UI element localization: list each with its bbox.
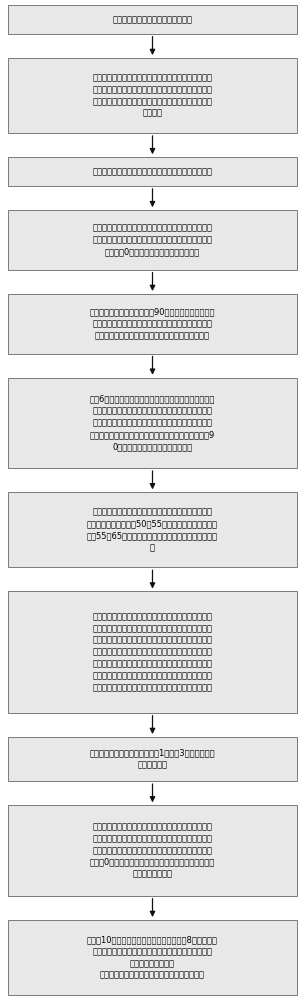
Text: 确定图像的宽的中垂线，并将上述中垂线上每行像素点
作为起始点，同时向左和向右遍历，直至遇到第一个灰
度值不为0的像素点，并将改点作为边界点: 确定图像的宽的中垂线，并将上述中垂线上每行像素点 作为起始点，同时向左和向右遍历… [92,224,213,256]
Bar [8,5,297,34]
Bar [8,157,297,186]
Bar [8,378,297,468]
Bar [8,591,297,713]
Bar [8,492,297,567]
Text: 将胸部侧位片图像重复上述步骤1～步骤3，得到去噪后
的二值化图像: 将胸部侧位片图像重复上述步骤1～步骤3，得到去噪后 的二值化图像 [90,749,215,769]
Text: 步骤6、采用中值滤波的方法将坐标系中的两条边界点曲
线进行滤波处理，在取点范围内确定两条边界点曲线上
每个点与两侧点之间的两条连线，并确定上述两条连线
所形成的: 步骤6、采用中值滤波的方法将坐标系中的两条边界点曲 线进行滤波处理，在取点范围内… [90,395,215,451]
Bar [8,737,297,781]
Bar [8,920,297,995]
Bar [8,294,297,354]
Text: 对胸部正位片图像进行去除背景处理: 对胸部正位片图像进行去除背景处理 [113,15,192,24]
Text: 确定胸部侧位片图像中心脏的上下定位边界，该上下定
位边界与正位片中相同，并取上下边界之间的高的中垂
线，并延上述中垂线从左至右遍历，直至遇到第二个灰
度值为0的: 确定胸部侧位片图像中心脏的上下定位边界，该上下定 位边界与正位片中相同，并取上下… [90,822,215,879]
Text: 将胸部正位片图像的灰度值作为纵坐标，像素点个数作
为横坐标，绘制该图像的灰度分布情况，取灰度分布曲
线第一个波峰和第一个波谷的平均值作为阈值，进行二
值化处理: 将胸部正位片图像的灰度值作为纵坐标，像素点个数作 为横坐标，绘制该图像的灰度分布… [92,73,213,118]
Text: 根据所获得两个特征点的位置，在去噪后的二值化图像
中取左边特征点向上的50～55个像素点，右边特征点向
上的55～65个像素点，即获得图像中心脏的部分左右轮
廓: 根据所获得两个特征点的位置，在去噪后的二值化图像 中取左边特征点向上的50～55… [87,508,218,552]
Bar [8,210,297,270]
Text: 采用开运算的方法对二值化处理后的图像进行去噪处理: 采用开运算的方法对二值化处理后的图像进行去噪处理 [92,167,213,176]
Bar [8,805,297,896]
Bar [8,58,297,133]
Text: 将心脏的部分左右轮廓点所在直角坐标系转换为极坐标
系，并采用倾斜椭圆的极坐标方程进行曲线拟合，根据
拟合后的曲线方程计算获得心脏图像的所有边界点的极
坐标，再将: 将心脏的部分左右轮廓点所在直角坐标系转换为极坐标 系，并采用倾斜椭圆的极坐标方程… [92,612,213,692]
Text: 将胸部正位片图像逆时针旋转90度，建立以图像的高度
为横坐标，图像的宽度为纵坐标的边界点曲线坐标系，
并将横坐标的三分之一到三分之二区间作为取点范围: 将胸部正位片图像逆时针旋转90度，建立以图像的高度 为横坐标，图像的宽度为纵坐标… [90,307,215,340]
Text: 将步骤10中遍历所得像素点的横坐标与步骤8中所述倾斜
椭圆的长轴与短轴的平均值相加求和，即获得胸部侧位
片图像中心脏的后侧
定位边界，即完成胸部侧位片图像中心脏: 将步骤10中遍历所得像素点的横坐标与步骤8中所述倾斜 椭圆的长轴与短轴的平均值相… [87,935,218,980]
